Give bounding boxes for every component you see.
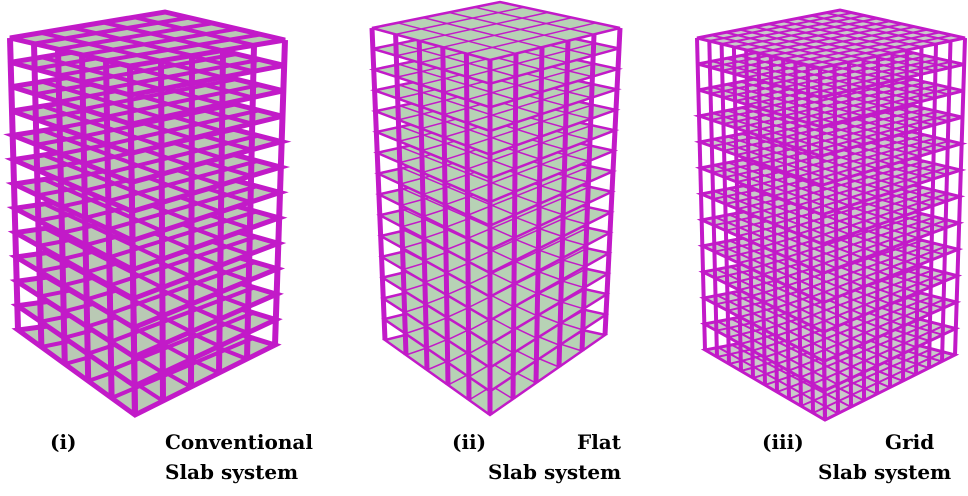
column — [191, 56, 192, 387]
page: (i) Conventional Slab system (ii) Flat S… — [0, 0, 968, 496]
figure-number: (iii) — [762, 430, 804, 454]
figure-title: Conventional — [165, 430, 313, 454]
figure-number: (ii) — [452, 430, 486, 454]
column — [513, 54, 516, 399]
column — [890, 53, 893, 388]
figure-title: Flat — [577, 430, 621, 454]
column — [372, 28, 385, 340]
building-models — [0, 0, 968, 430]
column — [849, 62, 851, 407]
column — [466, 54, 469, 400]
column — [219, 50, 223, 373]
column — [877, 56, 878, 394]
column — [864, 59, 865, 401]
figure-subtitle: Slab system — [165, 460, 298, 484]
column — [605, 28, 620, 335]
figure-number: (i) — [50, 430, 77, 454]
figure-subtitle: Slab system — [818, 460, 951, 484]
figure-subtitle: Slab system — [488, 460, 621, 484]
column — [10, 38, 18, 330]
column — [161, 61, 163, 401]
figure-title: Grid — [885, 430, 934, 454]
